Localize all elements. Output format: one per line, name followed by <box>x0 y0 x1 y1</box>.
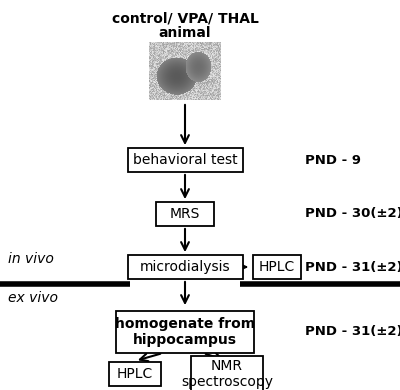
FancyBboxPatch shape <box>156 202 214 226</box>
FancyBboxPatch shape <box>253 255 301 279</box>
Text: animal: animal <box>159 26 211 40</box>
Text: PND - 9: PND - 9 <box>305 154 361 167</box>
Text: behavioral test: behavioral test <box>133 153 237 167</box>
FancyBboxPatch shape <box>109 362 161 386</box>
Text: HPLC: HPLC <box>117 367 153 381</box>
Text: HPLC: HPLC <box>259 260 295 274</box>
Text: PND - 30(±2): PND - 30(±2) <box>305 207 400 220</box>
FancyBboxPatch shape <box>128 255 242 279</box>
Text: PND - 31(±2): PND - 31(±2) <box>305 261 400 273</box>
Text: NMR
spectroscopy: NMR spectroscopy <box>181 359 273 389</box>
Text: MRS: MRS <box>170 207 200 221</box>
FancyBboxPatch shape <box>116 311 254 353</box>
Text: ex vivo: ex vivo <box>8 291 58 305</box>
Text: PND - 31(±2): PND - 31(±2) <box>305 326 400 339</box>
Text: homogenate from
hippocampus: homogenate from hippocampus <box>115 317 255 347</box>
Text: in vivo: in vivo <box>8 252 54 266</box>
FancyBboxPatch shape <box>128 148 242 172</box>
Text: control/ VPA/ THAL: control/ VPA/ THAL <box>112 12 258 26</box>
Text: microdialysis: microdialysis <box>140 260 230 274</box>
FancyBboxPatch shape <box>191 356 263 390</box>
